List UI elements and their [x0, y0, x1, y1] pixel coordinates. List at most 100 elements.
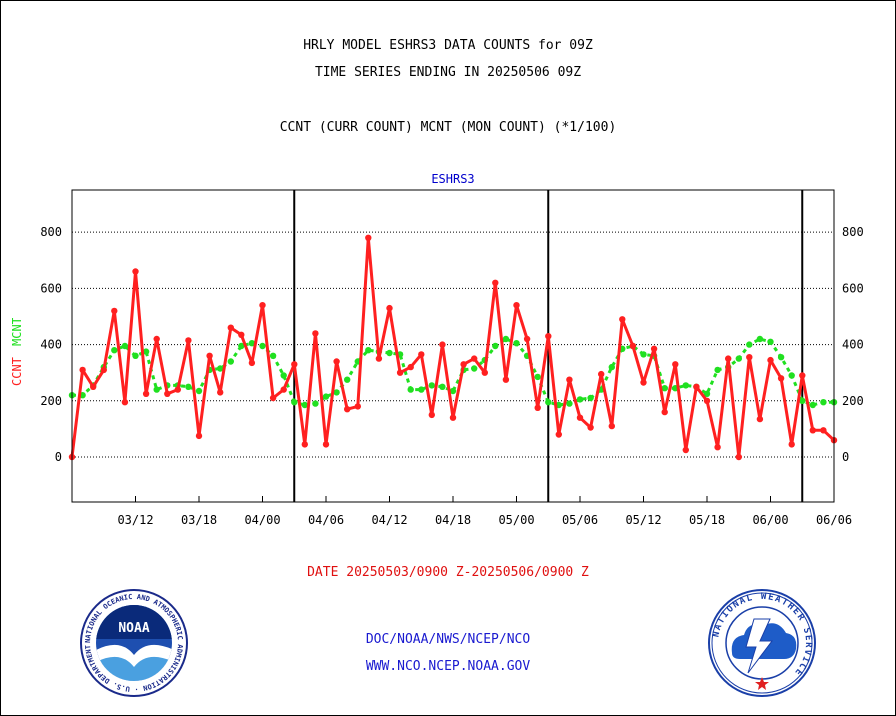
- series-line-ccnt: [70, 236, 836, 459]
- point-ccnt: [492, 279, 499, 286]
- y-label-mcnt: MCNT: [10, 318, 24, 346]
- point-ccnt: [90, 383, 97, 390]
- plot-subtitle: ESHRS3: [431, 172, 475, 186]
- point-ccnt: [598, 370, 605, 378]
- point-ccnt: [418, 351, 425, 358]
- point-mcnt: [407, 386, 414, 393]
- point-ccnt: [650, 345, 658, 352]
- point-mcnt: [576, 396, 584, 403]
- point-ccnt: [608, 422, 615, 430]
- point-ccnt: [428, 411, 435, 419]
- point-ccnt: [640, 379, 647, 386]
- point-ccnt: [714, 444, 721, 451]
- x-tick-label: 05/18: [689, 513, 725, 527]
- point-mcnt: [121, 342, 129, 350]
- point-mcnt: [502, 335, 510, 343]
- point-ccnt: [523, 335, 531, 343]
- point-ccnt: [735, 453, 742, 461]
- point-ccnt: [280, 386, 287, 393]
- point-ccnt: [164, 390, 171, 397]
- point-ccnt: [269, 394, 277, 402]
- point-mcnt: [492, 342, 499, 350]
- y-tick-label-right: 800: [842, 225, 864, 239]
- point-mcnt: [132, 352, 139, 359]
- x-tick-label: 04/00: [244, 513, 280, 527]
- point-mcnt: [767, 338, 774, 345]
- point-mcnt: [153, 386, 160, 393]
- y-tick-label-right: 200: [842, 394, 864, 408]
- point-ccnt: [259, 302, 266, 309]
- point-ccnt: [217, 389, 224, 396]
- point-mcnt: [195, 387, 203, 395]
- x-tick-label: 04/06: [308, 513, 344, 527]
- noaa-logo-text: NOAA: [118, 621, 149, 636]
- point-mcnt: [238, 342, 245, 350]
- noaa-logo-icon: NATIONAL OCEANIC AND ATMOSPHERIC ADMINIS…: [80, 589, 188, 697]
- point-mcnt: [227, 358, 234, 365]
- point-mcnt: [259, 342, 266, 350]
- plot-border: [71, 189, 835, 503]
- point-mcnt: [735, 355, 742, 362]
- point-mcnt: [471, 365, 478, 372]
- point-ccnt: [333, 358, 340, 365]
- point-ccnt: [195, 432, 203, 440]
- y-tick-label-left: 0: [55, 450, 62, 464]
- point-ccnt: [576, 414, 584, 421]
- point-ccnt: [587, 424, 594, 431]
- x-tick-label: 06/06: [816, 513, 852, 527]
- y-tick-label-left: 800: [40, 225, 62, 239]
- point-mcnt: [111, 347, 118, 354]
- x-tick-label: 04/12: [371, 513, 407, 527]
- point-mcnt: [280, 372, 287, 379]
- point-mcnt: [714, 366, 721, 374]
- point-ccnt: [142, 390, 150, 397]
- point-mcnt: [333, 389, 340, 396]
- point-mcnt: [248, 340, 256, 347]
- point-mcnt: [661, 385, 668, 392]
- point-mcnt: [185, 383, 192, 390]
- point-ccnt: [386, 304, 393, 312]
- point-mcnt: [545, 399, 552, 406]
- point-mcnt: [269, 352, 277, 359]
- point-ccnt: [185, 337, 192, 344]
- point-mcnt: [682, 382, 689, 389]
- point-ccnt: [322, 441, 330, 448]
- y-tick-label-left: 600: [40, 281, 62, 295]
- y-tick-label-right: 600: [842, 281, 864, 295]
- point-mcnt: [746, 341, 753, 348]
- point-mcnt: [386, 349, 393, 357]
- x-tick-label: 04/18: [435, 513, 471, 527]
- point-ccnt: [471, 355, 478, 362]
- point-mcnt: [418, 386, 425, 393]
- point-ccnt: [672, 361, 679, 368]
- point-mcnt: [365, 347, 372, 354]
- credit-line2: WWW.NCO.NCEP.NOAA.GOV: [365, 659, 531, 674]
- point-mcnt: [217, 365, 224, 372]
- point-ccnt: [206, 352, 213, 359]
- point-ccnt: [111, 307, 118, 315]
- point-ccnt: [725, 355, 732, 362]
- point-ccnt: [227, 324, 234, 331]
- point-mcnt: [703, 390, 711, 397]
- point-ccnt: [174, 386, 181, 393]
- chart-title-line3: CCNT (CURR COUNT) MCNT (MON COUNT) (*1/1…: [279, 120, 617, 135]
- point-ccnt: [629, 342, 637, 350]
- point-mcnt: [788, 372, 795, 379]
- point-ccnt: [767, 356, 774, 364]
- point-mcnt: [809, 401, 816, 409]
- point-ccnt: [449, 414, 457, 421]
- point-mcnt: [820, 399, 827, 406]
- chart-title-line1: HRLY MODEL ESHRS3 DATA COUNTS for 09Z: [303, 38, 593, 53]
- y-tick-label-left: 400: [40, 338, 62, 352]
- point-ccnt: [312, 330, 319, 337]
- x-tick-label: 05/00: [498, 513, 534, 527]
- x-tick-label: 06/00: [752, 513, 788, 527]
- point-ccnt: [153, 335, 160, 343]
- y-label-ccnt: CCNT: [10, 357, 24, 386]
- point-mcnt: [608, 363, 615, 371]
- y-axis-label: CCNT MCNT: [10, 318, 24, 386]
- point-ccnt: [555, 431, 562, 438]
- point-ccnt: [693, 383, 700, 390]
- point-ccnt: [682, 446, 689, 454]
- point-ccnt: [291, 361, 298, 368]
